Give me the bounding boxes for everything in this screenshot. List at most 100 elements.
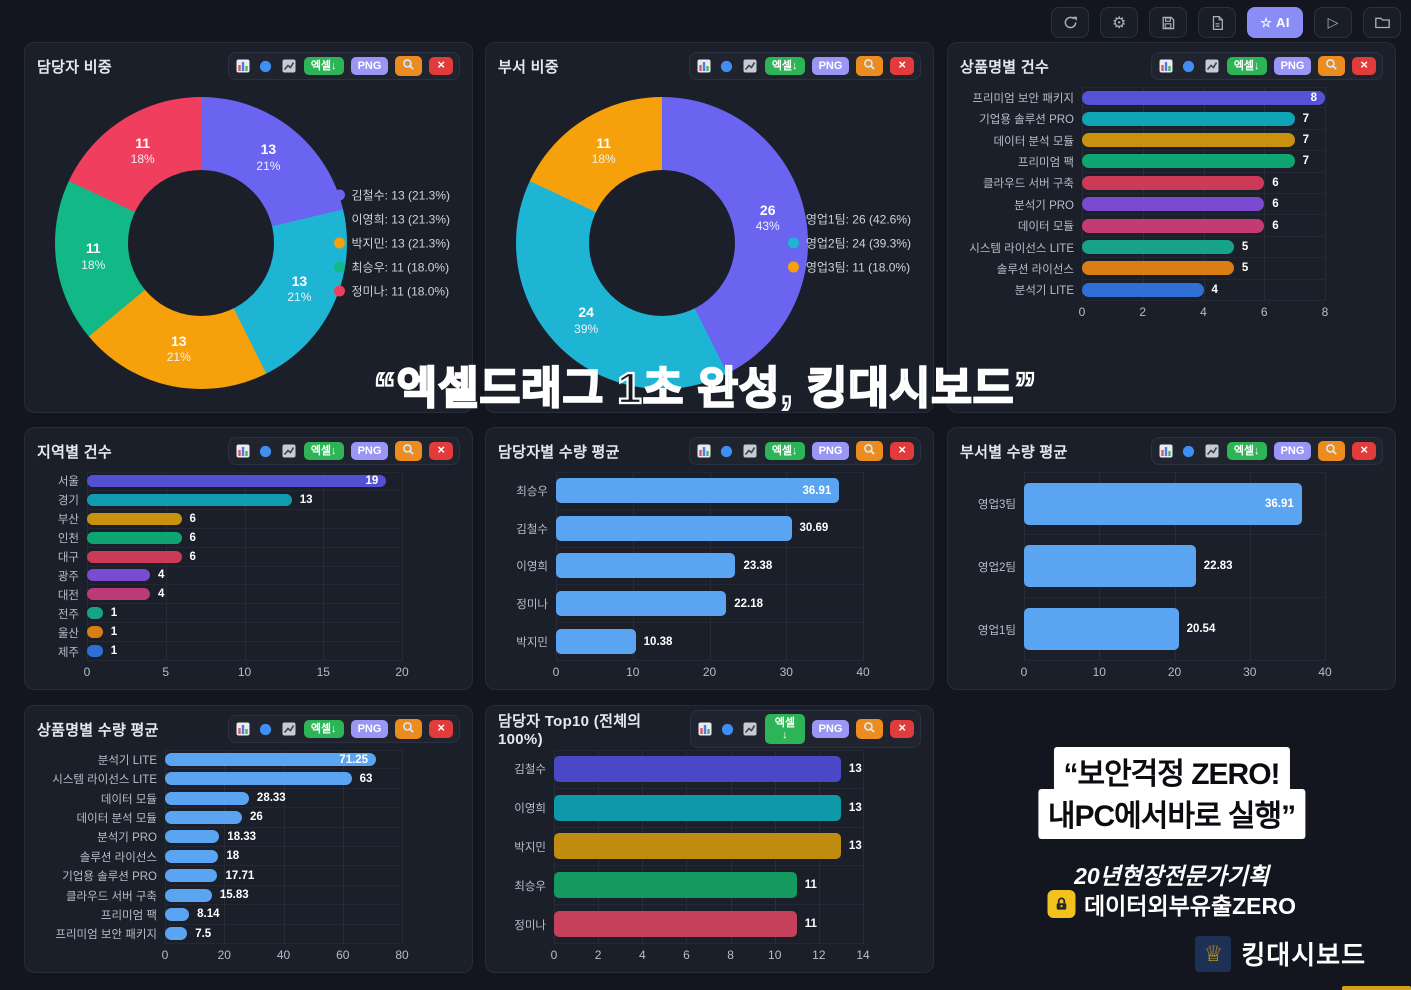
pie-chart-type-icon[interactable]	[719, 58, 735, 74]
line-chart-type-icon[interactable]	[1204, 443, 1220, 459]
bar-chart: 프리미엄 보안 패키지 8 기업용 솔루션 PRO 7 데이터 분석 모듈 7 프리미엄 팩…	[960, 87, 1383, 323]
pie-chart-type-icon[interactable]	[258, 58, 274, 74]
pie-chart-type-icon[interactable]	[258, 443, 274, 459]
png-export-button[interactable]: PNG	[350, 441, 389, 461]
close-panel-button[interactable]: ×	[890, 720, 914, 738]
zoom-button[interactable]	[395, 440, 423, 462]
png-export-button[interactable]: PNG	[350, 56, 389, 76]
line-chart-type-icon[interactable]	[281, 721, 297, 737]
close-panel-button[interactable]: ×	[429, 720, 453, 738]
bar-chart-type-icon[interactable]	[235, 58, 251, 74]
slice-label: 13 21%	[256, 141, 280, 174]
bar-track: 5	[1082, 258, 1325, 280]
floppy-save-icon	[1160, 15, 1176, 31]
close-panel-button[interactable]: ×	[890, 57, 914, 75]
excel-export-button[interactable]: 엑셀↓	[764, 56, 805, 76]
excel-export-button[interactable]: 엑셀↓	[303, 441, 344, 461]
zoom-button[interactable]	[1318, 440, 1346, 462]
bar-chart-type-icon[interactable]	[696, 58, 712, 74]
excel-export-button[interactable]: 엑셀↓	[764, 441, 805, 461]
excel-export-button[interactable]: 엑셀↓	[303, 719, 344, 739]
bar-chart-type-icon[interactable]	[696, 443, 712, 459]
pie-chart-type-icon[interactable]	[1181, 443, 1197, 459]
slice-value: 11	[85, 240, 101, 257]
x-tick-label: 6	[683, 948, 690, 962]
bar-row: 분석기 LITE 71.25	[37, 750, 402, 770]
png-export-button[interactable]: PNG	[811, 719, 850, 739]
zoom-button[interactable]	[395, 55, 423, 77]
pie-chart-type-icon[interactable]	[258, 721, 274, 737]
bar-track: 1	[87, 604, 402, 624]
legend-label: 최승우: 11 (18.0%)	[351, 260, 450, 274]
bar-category-label: 대구	[57, 552, 79, 565]
line-chart-type-icon[interactable]	[1204, 58, 1220, 74]
png-export-button[interactable]: PNG	[1273, 441, 1312, 461]
panel-toolbar: 엑셀↓ PNG ×	[1150, 51, 1383, 81]
excel-export-button[interactable]: 엑셀↓	[765, 713, 805, 745]
x-tick-label: 0	[1078, 305, 1086, 319]
png-export-button[interactable]: PNG	[811, 441, 850, 461]
play-button[interactable]: ▷	[1314, 7, 1352, 38]
zoom-button[interactable]	[856, 718, 884, 740]
panel-dept-share: 부서 비중 엑셀↓ PNG × 26 43% 24 39% 11 18% 영업1팀: 26 (42.…	[485, 42, 934, 413]
png-export-button[interactable]: PNG	[1273, 56, 1312, 76]
line-chart-type-icon[interactable]	[742, 443, 758, 459]
x-tick-label: 12	[812, 948, 826, 962]
line-chart-type-icon[interactable]	[742, 58, 758, 74]
document-button[interactable]	[1198, 7, 1237, 38]
close-panel-button[interactable]: ×	[1352, 57, 1376, 75]
line-chart-type-icon[interactable]	[281, 58, 297, 74]
zoom-button[interactable]	[856, 440, 884, 462]
refresh-button[interactable]	[1051, 7, 1090, 38]
donut-ring: 13 21% 13 21% 13 21% 11 18% 11 18%	[55, 96, 347, 389]
zoom-button[interactable]	[1318, 55, 1346, 77]
slice-label: 11 18%	[81, 240, 105, 273]
bar-chart: 영업3팀 36.91 영업2팀 22.83 영업1팀 20.54 0 10 20 30 40	[960, 472, 1383, 683]
save-button[interactable]	[1149, 7, 1188, 38]
close-panel-button[interactable]: ×	[890, 442, 914, 460]
close-panel-button[interactable]: ×	[429, 442, 453, 460]
bar-chart-type-icon[interactable]	[697, 721, 713, 737]
slice-label: 11 18%	[131, 135, 155, 168]
bar-chart-type-icon[interactable]	[235, 443, 251, 459]
bar	[165, 888, 212, 902]
grid-line	[863, 750, 864, 944]
bar	[1082, 133, 1295, 148]
folder-button[interactable]	[1363, 7, 1401, 38]
pie-chart-type-icon[interactable]	[720, 721, 736, 737]
png-export-button[interactable]: PNG	[811, 56, 850, 76]
close-panel-button[interactable]: ×	[429, 57, 453, 75]
ai-button[interactable]: ☆ AI	[1247, 7, 1303, 38]
bar-category-label: 데이터 분석 모듈	[993, 135, 1074, 148]
x-tick-label: 10	[626, 665, 640, 679]
bar-row: 프리미엄 보안 패키지 8	[960, 87, 1325, 109]
slice-value: 13	[291, 272, 308, 289]
bar-track: 13	[87, 491, 402, 510]
x-tick-label: 0	[552, 665, 560, 679]
x-tick-label: 10	[768, 948, 782, 962]
pie-chart-type-icon[interactable]	[1181, 58, 1197, 74]
bar-row: 프리미엄 보안 패키지 7.5	[37, 925, 402, 945]
bar-category-label: 프리미엄 팩	[100, 909, 157, 922]
settings-button[interactable]: ⚙	[1100, 7, 1139, 38]
bar-chart-type-icon[interactable]	[1158, 58, 1174, 74]
line-chart-type-icon[interactable]	[281, 443, 297, 459]
zoom-button[interactable]	[856, 55, 884, 77]
bar-category-label: 데이터 모듈	[100, 793, 157, 806]
legend-label: 김철수: 13 (21.3%)	[351, 188, 451, 202]
line-chart-type-icon[interactable]	[742, 721, 758, 737]
donut-hole	[128, 169, 274, 316]
bar-row: 이영희 23.38	[498, 548, 863, 586]
excel-export-button[interactable]: 엑셀↓	[1226, 56, 1267, 76]
excel-export-button[interactable]: 엑셀↓	[303, 56, 344, 76]
bar-track: 22.18	[556, 585, 863, 624]
png-export-button[interactable]: PNG	[350, 719, 389, 739]
pie-chart-type-icon[interactable]	[719, 443, 735, 459]
bar-chart-type-icon[interactable]	[1158, 443, 1174, 459]
close-panel-button[interactable]: ×	[1352, 442, 1376, 460]
zoom-button[interactable]	[395, 718, 423, 740]
excel-export-button[interactable]: 엑셀↓	[1226, 441, 1267, 461]
bar-chart-type-icon[interactable]	[235, 721, 251, 737]
panel-title: 담당자별 수량 평균	[498, 443, 620, 461]
x-tick-label: 40	[1318, 665, 1332, 679]
